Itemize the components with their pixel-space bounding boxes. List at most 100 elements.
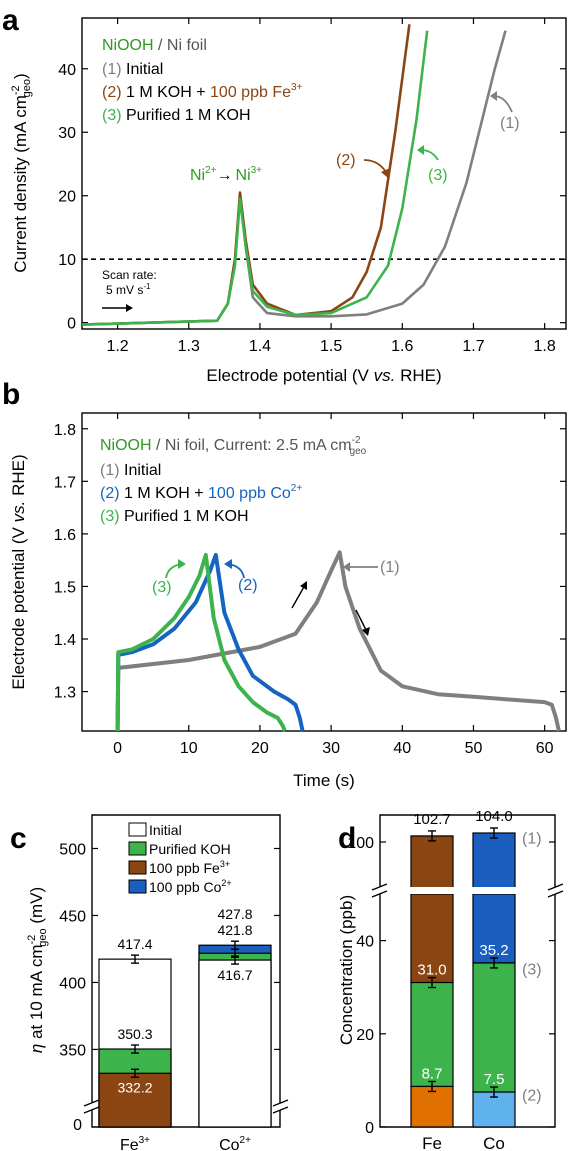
- panel-d-letter: d: [338, 822, 356, 855]
- x-tick-label: 50: [465, 740, 483, 757]
- y-tick-label: 450: [59, 908, 86, 925]
- panel-b-series: [115, 550, 561, 732]
- panel-d-axis-break-marks: [371, 883, 564, 898]
- panel-d-category-fe: Fe: [422, 1134, 442, 1151]
- data-label-co-spiked: 7.5: [484, 1071, 505, 1088]
- panel-a-legend-initial: (1) Initial: [102, 61, 163, 78]
- panel-a-x-axis-label: Electrode potential (V vs. RHE): [206, 366, 441, 385]
- y-tick-label: 1.6: [54, 527, 76, 544]
- bar-co-purified: [472, 962, 516, 1093]
- panel-a-x-ticks: 1.2 1.3 1.4 1.5 1.6 1.7 1.8: [106, 18, 556, 355]
- panel-a-curve-label-3: (3): [428, 167, 448, 184]
- bar-co-spiked: [472, 1091, 516, 1128]
- panel-b-curve-label-2: (2): [238, 577, 258, 594]
- x-tick-label: 1.7: [462, 338, 484, 355]
- y-tick-label: 0: [365, 1120, 374, 1137]
- panel-c-legend-co-swatch: [128, 879, 147, 894]
- x-tick-label: 1.6: [391, 338, 413, 355]
- panel-c: c 350 400 450 500 0 417.4 350.3 332.2 427.8421…: [10, 814, 289, 1151]
- panel-b-curve-2-pointer-head: [224, 559, 232, 569]
- panel-b-frame: [81, 412, 567, 732]
- y-tick-label: 1.3: [54, 685, 76, 702]
- data-label-fe-purified: 350.3: [117, 1026, 152, 1042]
- x-tick-label: 1.8: [534, 338, 556, 355]
- y-tick-label: 20: [356, 1027, 374, 1044]
- data-label-co-initial: 416.7: [217, 967, 252, 983]
- panel-b-curve-3-pointer-head: [178, 559, 186, 569]
- panel-b-discharge-arrow: [355, 609, 367, 631]
- data-label-fe-spiked: 332.2: [117, 1079, 152, 1095]
- x-tick-label: 40: [393, 740, 411, 757]
- data-label-fe-spiked: 8.7: [422, 1065, 443, 1082]
- panel-a-y-ticks: 0 10 20 30 40: [58, 62, 566, 333]
- series-line-1: [115, 550, 561, 732]
- panel-b-legend-initial: (1) Initial: [100, 462, 161, 479]
- panel-c-letter: c: [10, 822, 27, 855]
- x-tick-label: 30: [322, 740, 340, 757]
- panel-a-y-axis-label: Current density (mA cm-2geo): [10, 73, 33, 272]
- bar-co-initial: [198, 959, 272, 1128]
- panel-b-curve-1-pointer-head: [343, 562, 350, 572]
- panel-b: b 0 10 20 30 40 50 60 1.3 1.4 1.5 1.6 1.7 1.8 NiOOH…: [2, 378, 567, 790]
- panel-b-curve-label-1: (1): [380, 559, 400, 576]
- bar-fe-spiked: [410, 1085, 454, 1128]
- x-tick-label: 60: [536, 740, 554, 757]
- y-tick-label: 10: [58, 252, 76, 269]
- panel-b-y-axis-label: Electrode potential (V vs. RHE): [9, 454, 28, 689]
- panel-a-curve-2-pointer: [363, 159, 387, 173]
- panel-b-y-ticks: 1.3 1.4 1.5 1.6 1.7 1.8: [54, 422, 566, 702]
- series-line-2: [115, 552, 305, 732]
- y-tick-label: 500: [59, 841, 86, 858]
- panel-a-legend-title: NiOOH / Ni foil: [102, 37, 207, 54]
- panel-a-series: [81, 24, 507, 326]
- panel-d-axis-break-gap: [372, 887, 564, 894]
- panel-b-legend-co: (2) 1 M KOH + 100 ppb Co2+: [100, 483, 302, 502]
- panel-c-legend-initial-swatch: [128, 822, 147, 837]
- panel-c-legend-co: 100 ppb Co2+: [149, 878, 232, 895]
- data-label-co-purified: 421.8: [217, 922, 252, 938]
- panel-b-discharge-arrowhead: [362, 627, 370, 636]
- panel-a-redox-label: Ni2+→ Ni3+: [190, 165, 262, 184]
- panel-c-category-fe: Fe3+: [120, 1135, 150, 1151]
- bar-co-initial-lower: [472, 893, 516, 964]
- panel-b-legend-title: NiOOH / Ni foil, Current: 2.5 mA cm-2 geo: [100, 435, 367, 457]
- panel-b-curve-label-3: (3): [152, 579, 172, 596]
- panel-c-legend-fe-swatch: [128, 860, 147, 875]
- y-tick-label: 100: [347, 835, 374, 852]
- y-tick-label: 40: [356, 934, 374, 951]
- y-tick-label: 1.5: [54, 579, 76, 596]
- panel-a-legend-purified: (3) Purified 1 M KOH: [102, 107, 251, 124]
- panel-b-letter: b: [2, 378, 20, 411]
- panel-c-legend-purified: Purified KOH: [149, 841, 231, 857]
- panel-a-curve-3-pointer-head: [417, 145, 424, 155]
- panel-a-curve-label-1: (1): [500, 115, 520, 132]
- panel-a-letter: a: [2, 4, 19, 37]
- y-tick-label: 1.4: [54, 632, 76, 649]
- panel-a-scan-rate-line2: 5 mV s-1: [106, 282, 151, 297]
- panel-a-frame: [81, 17, 567, 330]
- x-tick-label: 20: [251, 740, 269, 757]
- panel-c-axis-break-marks: [83, 1099, 289, 1114]
- y-tick-label: 40: [58, 62, 76, 79]
- panel-b-charge-arrow: [291, 584, 306, 609]
- row-label: (3): [522, 962, 542, 979]
- panel-a-scan-rate-line1: Scan rate:: [102, 268, 157, 282]
- data-label-co-purified: 35.2: [479, 942, 508, 959]
- data-label-fe-initial: 102.7: [413, 811, 451, 828]
- row-label: (1): [522, 831, 542, 848]
- panel-b-legend-purified: (3) Purified 1 M KOH: [100, 508, 249, 525]
- panel-d-y-ticks: 0 20 40 100: [347, 835, 555, 1137]
- y-tick-label: 1.8: [54, 422, 76, 439]
- panel-c-legend-fe: 100 ppb Fe3+: [149, 859, 230, 876]
- panel-a-curve-1-pointer-head: [490, 91, 497, 101]
- panel-d-row-labels: (1) (3) (2): [522, 831, 542, 1105]
- x-tick-label: 10: [180, 740, 198, 757]
- bar-fe-initial-upper: [410, 835, 454, 895]
- y-tick-label: 350: [59, 1042, 86, 1059]
- panel-a-legend-fe: (2) 1 M KOH + 100 ppb Fe3+: [102, 82, 303, 101]
- panel-a-scan-arrowhead: [126, 304, 133, 312]
- panel-a-curve-2-pointer-head: [381, 168, 390, 178]
- x-tick-label: 1.5: [320, 338, 342, 355]
